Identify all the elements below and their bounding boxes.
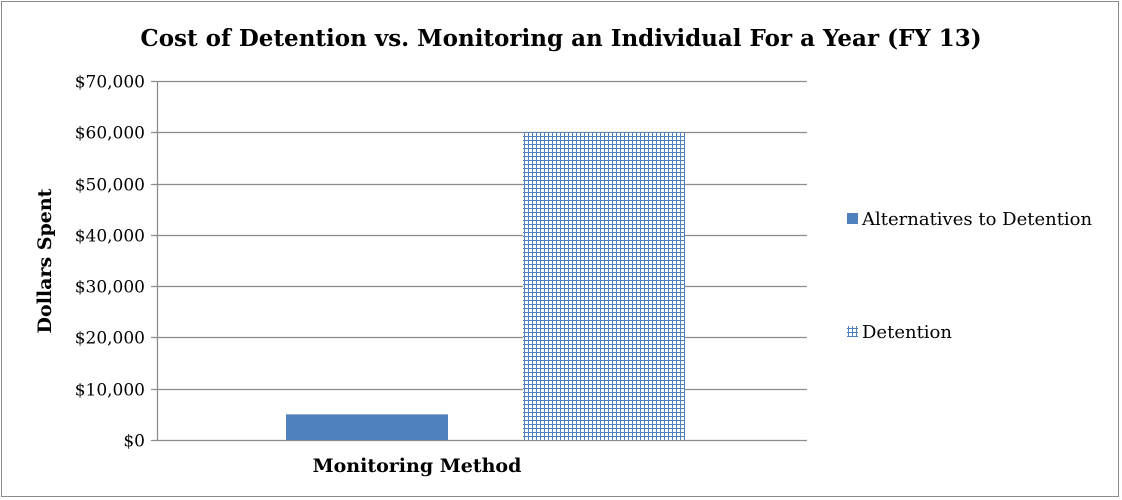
y-tick-label: $20,000	[75, 329, 145, 349]
y-tick-label: $70,000	[75, 73, 145, 93]
y-tick-label: $40,000	[75, 227, 145, 247]
gridlines	[151, 80, 807, 442]
legend-swatch-alternatives-to-detention	[847, 213, 858, 224]
bar-detention	[523, 132, 685, 441]
bar-alternatives-to-detention	[286, 414, 448, 440]
y-tick-label: $10,000	[75, 381, 145, 401]
chart-title: Cost of Detention vs. Monitoring an Indi…	[140, 25, 981, 52]
legend: Alternatives to Detention Detention	[847, 209, 1093, 343]
y-tick-label: $0	[123, 432, 145, 452]
legend-swatch-detention	[847, 326, 858, 337]
legend-label-alternatives-to-detention: Alternatives to Detention	[861, 209, 1093, 230]
y-tick-label: $30,000	[75, 278, 145, 298]
bars	[286, 132, 685, 441]
x-axis-title: Monitoring Method	[313, 455, 522, 477]
y-tick-labels: $0 $10,000 $20,000 $30,000 $40,000 $50,000 $60…	[75, 73, 145, 452]
y-axis-title: Dollars Spent	[34, 188, 56, 333]
y-tick-label: $50,000	[75, 176, 145, 196]
y-tick-label: $60,000	[75, 124, 145, 144]
legend-label-detention: Detention	[862, 322, 952, 343]
